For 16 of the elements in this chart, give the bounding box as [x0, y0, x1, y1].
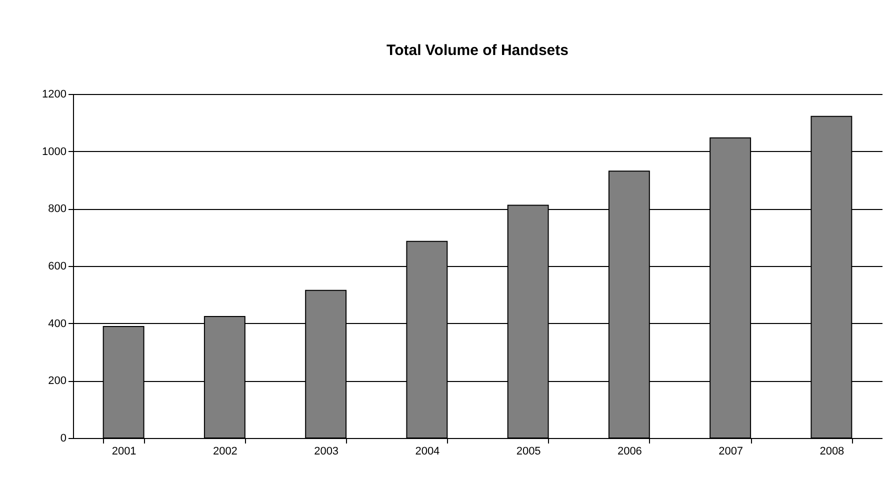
x-tick-label: 2006 — [617, 446, 642, 458]
y-tick-label: 1000 — [42, 146, 66, 158]
y-tick-label: 600 — [48, 260, 66, 272]
x-tick-label: 2008 — [820, 446, 844, 458]
x-tick-label: 2003 — [314, 446, 339, 458]
x-tick-label: 2007 — [718, 446, 744, 458]
x-tick-label: 2004 — [415, 446, 440, 458]
x-tick-label: 2005 — [516, 446, 541, 458]
y-tick-label: 800 — [48, 203, 66, 216]
y-tick-label: 1200 — [42, 88, 66, 100]
x-tick-label: 2002 — [212, 446, 238, 458]
chart-title: Total Volume of Handsets — [386, 42, 568, 59]
y-tick-label: 400 — [48, 318, 66, 330]
x-tick-label: 2001 — [112, 446, 136, 458]
y-tick-label: 0 — [60, 432, 66, 444]
y-tick-label: 200 — [48, 375, 66, 388]
